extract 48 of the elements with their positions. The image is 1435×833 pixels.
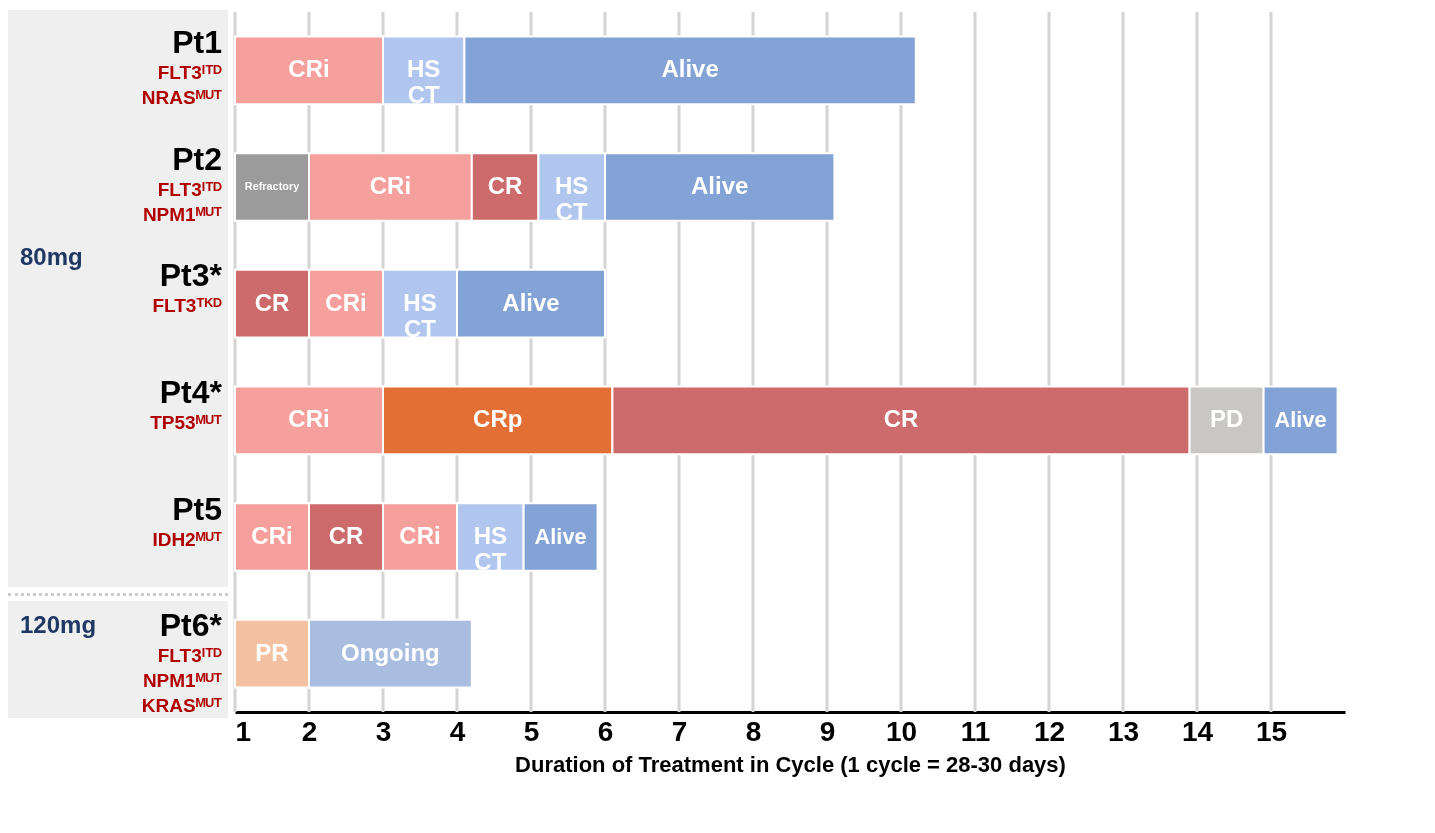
data-label: HS CT xyxy=(555,172,589,225)
data-label: Refractory xyxy=(244,180,300,192)
x-tick-label: 3 xyxy=(375,715,392,747)
data-label: CRi xyxy=(325,288,367,316)
x-tick-label: 15 xyxy=(1255,715,1288,747)
x-tick-label: 9 xyxy=(819,715,836,747)
text: 120mg xyxy=(20,611,97,640)
y-tick-label: Pt3* FLT3ᵀᴷᴰ xyxy=(152,257,222,319)
x-tick-label: 1 xyxy=(235,715,252,747)
data-label: CR xyxy=(883,405,919,433)
data-label: CRi xyxy=(251,522,293,549)
x-tick-label: 14 xyxy=(1181,715,1214,747)
data-label: Ongoing xyxy=(341,638,440,666)
data-label: CRi xyxy=(399,522,441,549)
data-label: Alive xyxy=(661,55,719,83)
data-label: Alive xyxy=(691,172,749,199)
data-label: CRi xyxy=(288,405,330,433)
x-tick-label: 2 xyxy=(301,715,318,747)
data-label: HS CT xyxy=(403,288,437,342)
x-tick-label: 6 xyxy=(597,715,614,747)
text: 80mg xyxy=(20,243,83,272)
x-tick-label: 13 xyxy=(1107,715,1140,747)
data-label: HS CT xyxy=(473,522,507,575)
data-label: PD xyxy=(1209,405,1244,433)
y-tick-label: Pt2 FLT3ᴵᵀᴰ NPM1ᴹᵁᵀ xyxy=(142,140,222,227)
data-label: Alive xyxy=(1274,407,1327,433)
data-label: Alive xyxy=(502,288,560,316)
data-label: CR xyxy=(254,288,290,316)
y-tick-label: Pt4* TP53ᴹᵁᵀ xyxy=(150,374,222,435)
y-tick-label: Pt6* FLT3ᴵᵀᴰ NPM1ᴹᵁᵀ KRASᴹᵁᵀ xyxy=(141,607,222,719)
data-label: HS CT xyxy=(407,55,441,109)
data-label: Alive xyxy=(534,524,587,549)
x-tick-label: 11 xyxy=(960,715,991,747)
x-tick-label: 5 xyxy=(523,715,540,747)
data-label: CRi xyxy=(288,55,330,83)
x-axis-title: Duration of Treatment in Cycle (1 cycle = 28-30 days) xyxy=(515,751,1066,777)
x-tick-label: 10 xyxy=(885,715,918,747)
data-label: CR xyxy=(328,522,364,549)
y-tick-label: Pt5 IDH2ᴹᵁᵀ xyxy=(152,490,222,552)
data-label: CR xyxy=(487,172,523,199)
data-label: PR xyxy=(255,638,289,666)
x-tick-label: 7 xyxy=(671,715,688,747)
x-tick-label: 4 xyxy=(449,715,466,747)
data-label: CRi xyxy=(369,172,412,199)
x-tick-label: 8 xyxy=(745,715,762,747)
x-tick-label: 12 xyxy=(1033,715,1066,747)
data-label: CRp xyxy=(473,405,523,433)
y-tick-label: Pt1 FLT3ᴵᵀᴰ NRASᴹᵁᵀ xyxy=(141,24,222,110)
